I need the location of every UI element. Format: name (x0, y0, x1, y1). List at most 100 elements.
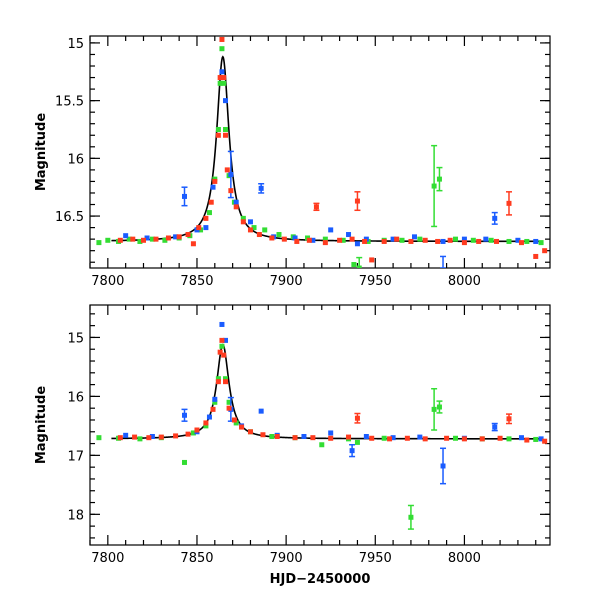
data-point (240, 215, 246, 221)
data-point (173, 433, 179, 439)
data-point (292, 235, 298, 241)
data-point (497, 435, 503, 441)
data-point (256, 232, 262, 238)
data-point (461, 236, 467, 242)
model-curve (111, 55, 543, 243)
data-point (447, 237, 453, 243)
data-point (301, 433, 307, 439)
x-tick-label: 7800 (91, 551, 124, 566)
data-point (123, 233, 129, 239)
data-point (515, 237, 521, 243)
data-point (210, 406, 216, 412)
data-point (251, 225, 257, 231)
data-point (212, 178, 218, 184)
data-point (313, 204, 319, 210)
data-point (96, 435, 102, 441)
data-point (322, 240, 328, 246)
data-point (137, 238, 143, 244)
data-point (533, 253, 539, 259)
data-point (440, 463, 446, 469)
data-point (390, 435, 396, 441)
data-point (206, 210, 212, 216)
data-point (542, 438, 548, 444)
data-point (221, 75, 227, 81)
data-point (506, 436, 512, 442)
data-point (126, 236, 132, 242)
data-point (224, 167, 230, 173)
data-point (492, 424, 498, 430)
data-point (276, 232, 282, 238)
x-tick-label: 7850 (180, 274, 213, 289)
x-tick-label: 7850 (180, 551, 213, 566)
data-point (137, 436, 143, 442)
data-point (231, 417, 237, 423)
data-point (221, 352, 227, 358)
data-point (354, 439, 360, 445)
data-point (181, 459, 187, 465)
data-point (461, 436, 467, 442)
data-point (518, 435, 524, 441)
data-point (506, 238, 512, 244)
data-point (219, 337, 225, 343)
data-point (369, 257, 375, 263)
data-point (117, 435, 123, 441)
data-point (399, 237, 405, 243)
data-point (185, 232, 191, 238)
series-1 (96, 46, 544, 268)
data-point (223, 132, 229, 138)
data-point (479, 436, 485, 442)
data-point (196, 225, 202, 231)
data-point (440, 238, 446, 244)
data-point (228, 172, 234, 178)
data-point (206, 414, 212, 420)
data-point (132, 434, 138, 440)
data-point (217, 80, 223, 86)
plot-area (96, 36, 548, 268)
data-point (328, 430, 334, 436)
data-point (212, 399, 218, 405)
data-point (524, 437, 530, 443)
data-point (431, 183, 437, 189)
data-point (219, 69, 225, 75)
data-point (533, 238, 539, 244)
data-point (203, 215, 209, 221)
data-point (215, 126, 221, 132)
data-point (417, 434, 423, 440)
data-point (422, 237, 428, 243)
data-point (219, 36, 225, 42)
data-point (390, 236, 396, 242)
data-point (319, 442, 325, 448)
data-point (306, 237, 312, 243)
data-point (223, 376, 229, 382)
data-point (274, 433, 280, 439)
data-point (223, 126, 229, 132)
data-point (149, 433, 155, 439)
y-tick-label: 15.5 (55, 95, 84, 110)
data-point (492, 215, 498, 221)
data-point (181, 412, 187, 418)
data-point (488, 237, 494, 243)
data-point (215, 132, 221, 138)
series-2 (123, 321, 544, 485)
data-point (260, 432, 266, 438)
data-point (158, 434, 164, 440)
data-point (190, 241, 196, 247)
data-point (208, 199, 214, 205)
data-point (203, 423, 209, 429)
y-tick-label: 15 (67, 331, 84, 346)
y-tick-label: 18 (67, 508, 84, 523)
data-point (239, 424, 245, 430)
data-point (411, 234, 417, 240)
data-point (310, 435, 316, 441)
data-point (258, 408, 264, 414)
data-point (524, 238, 530, 244)
plot-frame (89, 35, 551, 269)
data-point (262, 227, 268, 233)
data-point (247, 227, 253, 233)
data-point (212, 396, 218, 402)
data-point (538, 240, 544, 246)
data-point (354, 198, 360, 204)
data-point (337, 237, 343, 243)
panel-1: 7800 7850 7900 7950 8000 15 15.5 16 16.5 Magnitud… (34, 35, 551, 289)
data-point (217, 75, 223, 81)
